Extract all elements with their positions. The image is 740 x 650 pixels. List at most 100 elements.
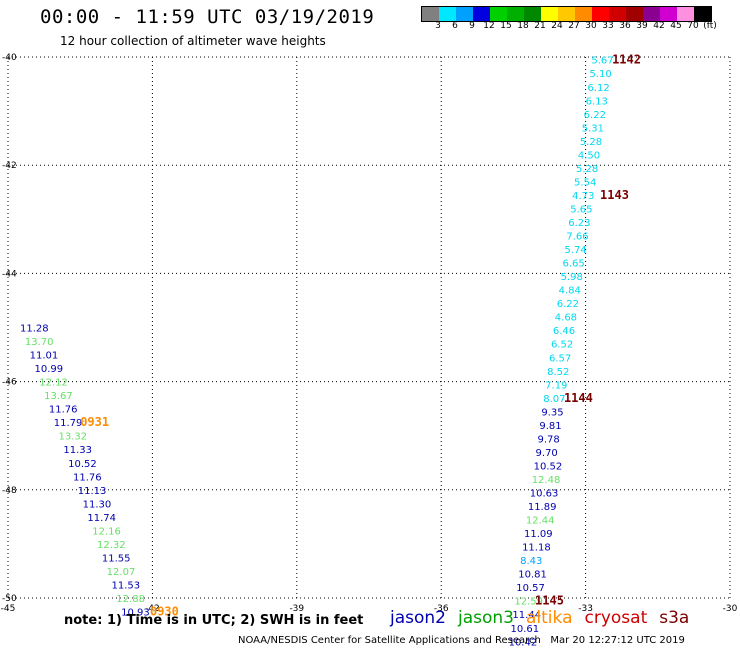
wave-height-value: 12.16 (92, 526, 121, 537)
wave-height-value: 5.65 (570, 204, 592, 215)
wave-height-value: 11.76 (49, 405, 78, 416)
color-scale-label: 36 (619, 21, 631, 31)
x-tick-label: -36 (434, 604, 449, 614)
wave-height-value: 5.28 (576, 164, 598, 175)
wave-height-value: 12.59 (514, 597, 543, 608)
wave-height-value: 5.28 (580, 137, 602, 148)
wave-height-value: 11.55 (102, 553, 131, 564)
color-swatch (660, 7, 677, 21)
wave-height-value: 10.42 (509, 637, 538, 648)
x-tick-label: -42 (145, 604, 160, 614)
wave-height-value: 13.70 (25, 337, 54, 348)
wave-height-value: 9.35 (541, 407, 563, 418)
legend-entry: cryosat (584, 608, 648, 628)
wave-height-value: 13.67 (44, 391, 73, 402)
color-scale-label: 42 (653, 21, 665, 31)
wave-height-value: 4.84 (559, 286, 581, 297)
pass-time-label: 1143 (600, 188, 629, 202)
wave-height-value: 7.19 (545, 380, 567, 391)
wave-height-value: 8.07 (543, 394, 565, 405)
wave-height-value: 11.74 (87, 513, 116, 524)
wave-height-value: 6.57 (549, 353, 571, 364)
wave-height-value: 11.33 (63, 445, 92, 456)
color-swatch (524, 7, 541, 21)
color-scale-label: 24 (551, 21, 563, 31)
wave-height-value: 11.79 (54, 418, 83, 429)
wave-height-value: 6.52 (551, 340, 573, 351)
wave-height-value: 10.99 (34, 364, 63, 375)
x-tick-label: -45 (1, 604, 16, 614)
y-tick-label: -48 (2, 486, 17, 496)
page-title: 00:00 - 11:59 UTC 03/19/2019 (40, 6, 375, 28)
wave-height-value: 10.52 (68, 459, 97, 470)
legend-entry: s3a (659, 608, 690, 628)
color-scale-label: 39 (636, 21, 648, 31)
footer-credit: NOAA/NESDIS Center for Satellite Applica… (238, 635, 685, 646)
wave-height-value: 10.63 (530, 489, 559, 500)
pass-time-label: 1145 (535, 594, 564, 608)
wave-height-value: 11.28 (20, 324, 49, 335)
wave-height-value: 11.09 (524, 529, 553, 540)
color-scale-label: 27 (568, 21, 580, 31)
pass-time-label: 1144 (564, 391, 593, 405)
footer-note: note: 1) Time is in UTC; 2) SWH is in fe… (64, 613, 364, 628)
color-swatch (677, 7, 694, 21)
x-tick-label: -33 (578, 604, 593, 614)
wave-height-value: 8.52 (547, 367, 569, 378)
y-tick-label: -42 (2, 161, 17, 171)
color-scale-label: (ft) (703, 21, 717, 31)
y-tick-label: -50 (2, 594, 17, 604)
wave-height-value: 10.52 (534, 461, 563, 472)
wave-height-value: 6.22 (584, 110, 606, 121)
y-tick-label: -40 (2, 53, 17, 63)
wave-height-value: 12.44 (526, 516, 555, 527)
color-scale-label: 15 (500, 21, 512, 31)
wave-height-value: 5.74 (564, 245, 586, 256)
color-swatch (558, 7, 575, 21)
wave-height-value: 6.65 (562, 259, 584, 270)
color-swatch (609, 7, 626, 21)
wave-height-value: 10.57 (516, 583, 545, 594)
color-scale-bar (421, 6, 712, 22)
legend-entry: jason3 (458, 608, 514, 628)
wave-height-value: 11.44 (512, 610, 541, 621)
wave-height-value: 6.22 (557, 299, 579, 310)
color-swatch (439, 7, 456, 21)
color-scale-label: 3 (435, 21, 441, 31)
page-subtitle: 12 hour collection of altimeter wave hei… (60, 34, 326, 48)
color-swatch (456, 7, 473, 21)
wave-height-value: 11.76 (73, 472, 102, 483)
wave-height-value: 12.32 (97, 540, 126, 551)
color-swatch (592, 7, 609, 21)
color-scale-label: 18 (517, 21, 529, 31)
wave-height-value: 6.23 (568, 218, 590, 229)
wave-height-value: 9.78 (537, 434, 559, 445)
wave-height-value: 13.32 (59, 432, 88, 443)
legend-entry: altika (526, 608, 573, 628)
color-swatch (575, 7, 592, 21)
satellite-legend: jason2 jason3 altika cryosat s3a (390, 608, 701, 628)
wave-height-value: 4.50 (578, 150, 600, 161)
pass-time-label: 1142 (612, 53, 641, 67)
color-scale-label: 6 (452, 21, 458, 31)
wave-height-value: 6.46 (553, 326, 575, 337)
color-scale-label: 70 (687, 21, 699, 31)
wave-height-value: 9.81 (539, 421, 561, 432)
wave-height-value: 5.54 (574, 177, 596, 188)
color-scale-label: 12 (483, 21, 495, 31)
legend-entry: jason2 (390, 608, 446, 628)
wave-height-value: 6.12 (588, 83, 610, 94)
wave-height-value: 8.43 (520, 556, 542, 567)
color-scale-label: 45 (670, 21, 682, 31)
wave-height-value: 10.93 (121, 608, 150, 619)
wave-height-value: 10.61 (511, 624, 540, 635)
color-swatch (643, 7, 660, 21)
wave-height-value: 12.07 (107, 567, 136, 578)
wave-height-value: 12.12 (39, 378, 68, 389)
pass-time-label: 0931 (80, 415, 109, 429)
y-tick-label: -46 (2, 378, 17, 388)
color-swatch (626, 7, 643, 21)
wave-height-value: 10.81 (518, 570, 547, 581)
pass-time-label: 0930 (150, 605, 179, 619)
